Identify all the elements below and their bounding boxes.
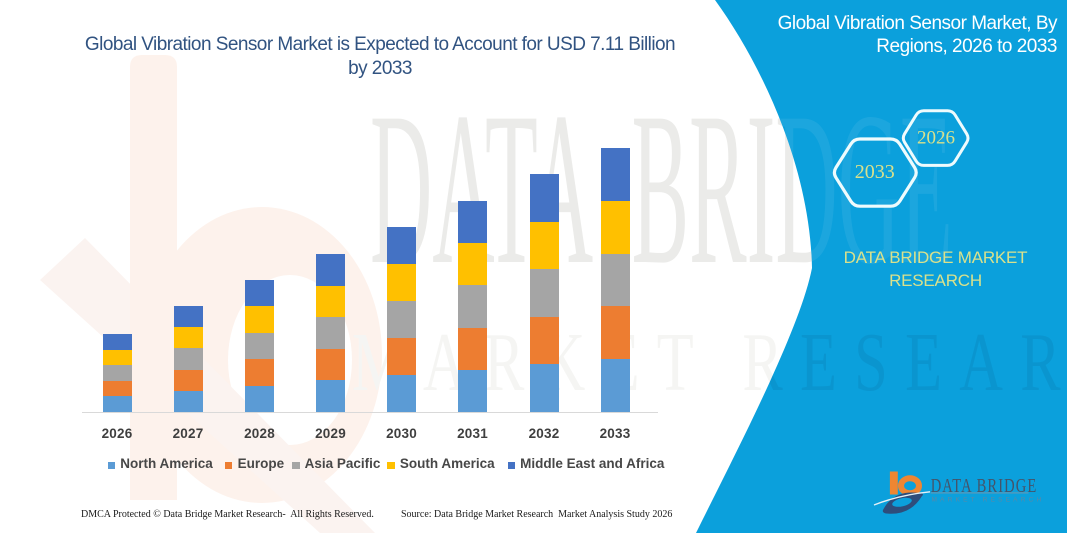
svg-text:2026: 2026: [917, 127, 955, 148]
svg-text:DATA BRIDGE: DATA BRIDGE: [931, 474, 1038, 497]
svg-text:MARKET RESEARCH: MARKET RESEARCH: [932, 497, 1045, 504]
svg-text:2033: 2033: [855, 161, 895, 183]
